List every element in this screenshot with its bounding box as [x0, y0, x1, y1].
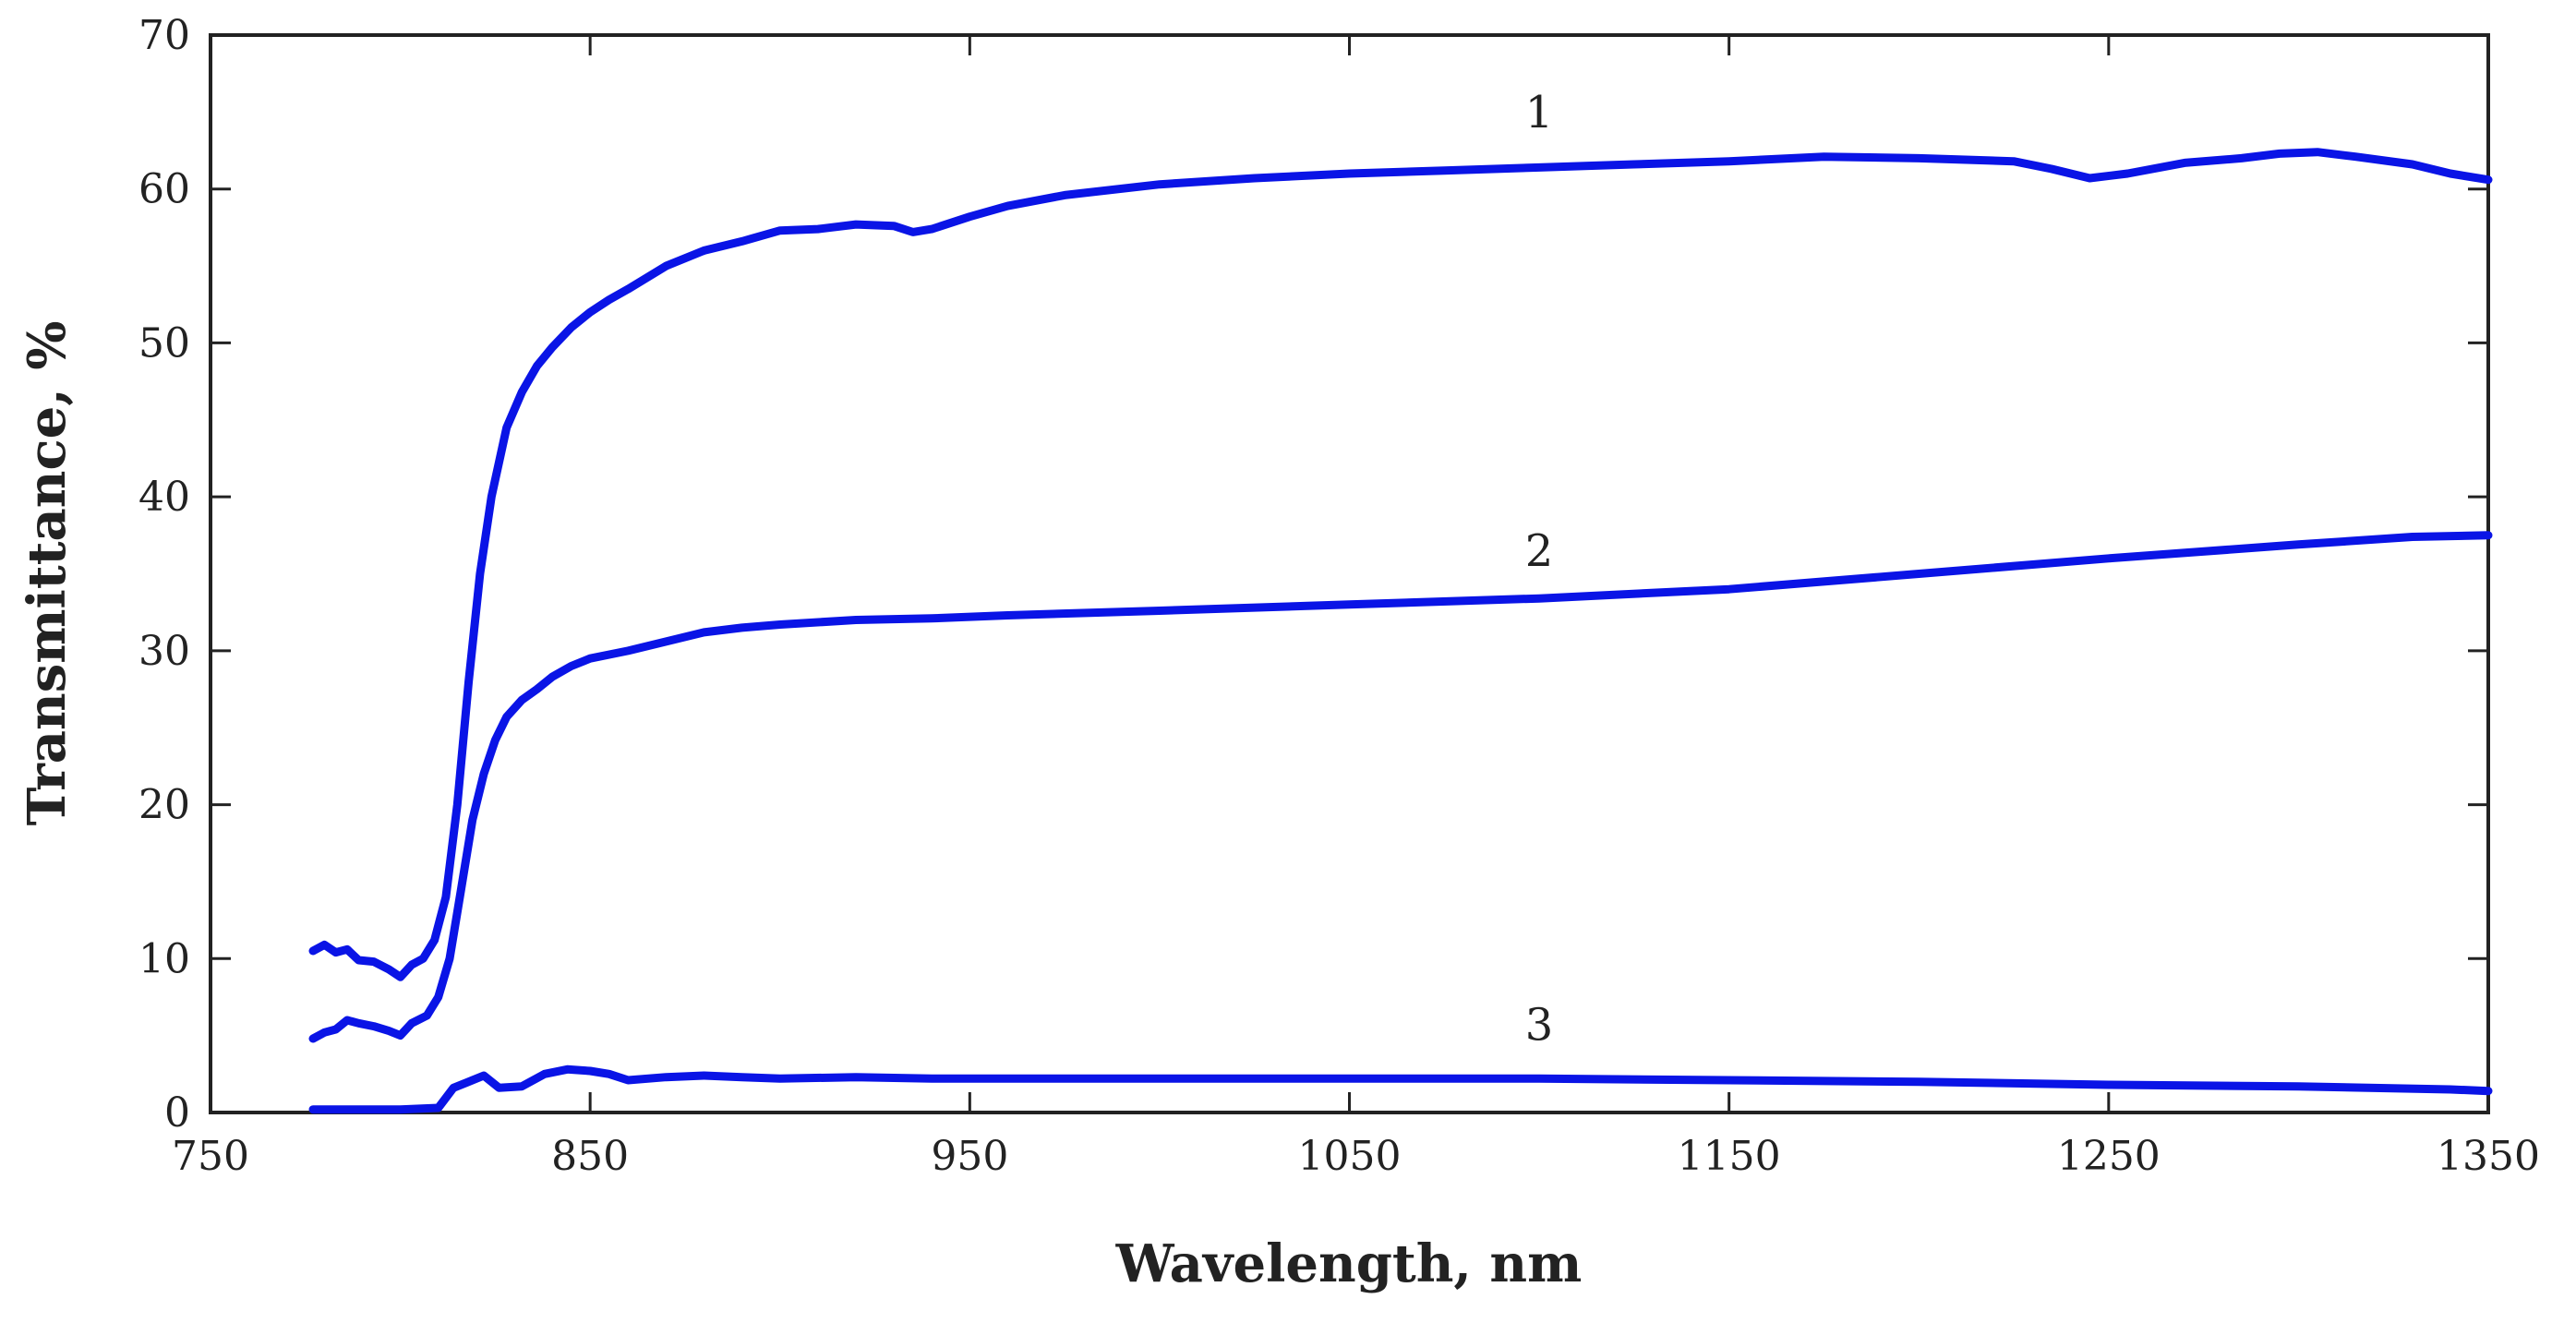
x-tick-label: 1050 — [1298, 1133, 1402, 1180]
curve-label-1: 1 — [1525, 87, 1554, 138]
x-axis-title: Wavelength, nm — [1115, 1233, 1583, 1294]
y-axis: 0 10 20 30 40 50 60 70 — [138, 12, 2488, 1137]
series-line-2 — [308, 531, 2493, 1043]
x-tick-label: 1350 — [2437, 1133, 2540, 1180]
series-line-3 — [308, 1064, 2493, 1114]
y-tick-label: 10 — [138, 935, 190, 982]
y-tick-label: 0 — [164, 1089, 190, 1137]
y-axis-title: Transmittance, % — [17, 321, 78, 826]
series-line-1 — [308, 148, 2493, 981]
x-tick-label: 1250 — [2057, 1133, 2161, 1180]
curve-labels: 1 2 3 — [1525, 87, 1554, 1052]
series-layer — [308, 148, 2493, 1114]
curve-label-2: 2 — [1525, 525, 1554, 577]
y-tick-label: 70 — [138, 12, 190, 59]
y-tick-label: 20 — [138, 782, 190, 829]
y-tick-label: 30 — [138, 628, 190, 675]
x-axis: 750 850 950 1050 1150 1250 1350 — [172, 35, 2540, 1180]
y-tick-label: 50 — [138, 319, 190, 367]
y-tick-label: 40 — [138, 474, 190, 521]
x-tick-label: 750 — [172, 1133, 249, 1180]
x-tick-label: 950 — [931, 1133, 1008, 1180]
x-tick-label: 1150 — [1678, 1133, 1781, 1180]
x-tick-label: 850 — [551, 1133, 629, 1180]
curve-label-3: 3 — [1525, 1000, 1554, 1052]
plot-frame — [209, 33, 2490, 1114]
y-tick-label: 60 — [138, 166, 190, 213]
